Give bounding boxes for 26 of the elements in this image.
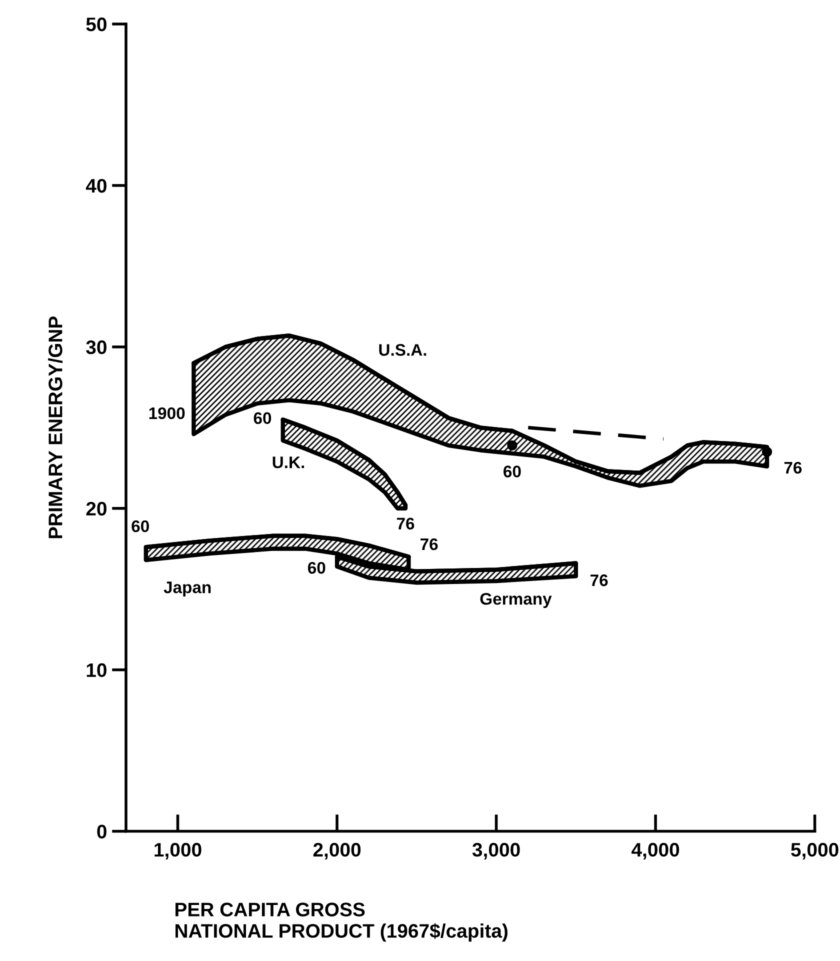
- y-tick-label: 50: [86, 17, 106, 32]
- x-tick-label: 1,000: [154, 842, 202, 860]
- y-tick-label: 20: [86, 502, 106, 516]
- annotation: 60: [504, 466, 521, 478]
- annotation: 76: [784, 462, 802, 474]
- annotation: 60: [308, 562, 326, 574]
- y-tick-label: 0: [97, 824, 106, 838]
- x-tick-label: 3,000: [472, 842, 520, 860]
- x-axis-title: PER CAPITA GROSS NATIONAL PRODUCT (1967$/capita): [176, 902, 508, 942]
- annotation: 76: [396, 518, 414, 530]
- annotation: 76: [420, 538, 438, 550]
- text: Japan: [164, 582, 211, 597]
- x-tick-label: 5,000: [791, 842, 838, 860]
- annotation: 1900: [149, 407, 185, 420]
- y-tick-label: 10: [86, 663, 106, 678]
- series-label: Germany: [480, 592, 552, 608]
- series-label: U.S.A.: [379, 344, 426, 356]
- series-label: U.K.: [272, 456, 304, 468]
- annotation: 60: [132, 520, 149, 532]
- y-axis-title: PRIMARY ENERGY/GNP: [48, 316, 63, 538]
- annotation: 76: [590, 574, 608, 586]
- x-tick-label: 2,000: [313, 842, 361, 860]
- y-tick-label: 40: [86, 178, 106, 193]
- annotation: 60: [254, 412, 272, 424]
- x-tick-label: 4,000: [632, 842, 680, 860]
- y-tick-label: 30: [86, 340, 106, 354]
